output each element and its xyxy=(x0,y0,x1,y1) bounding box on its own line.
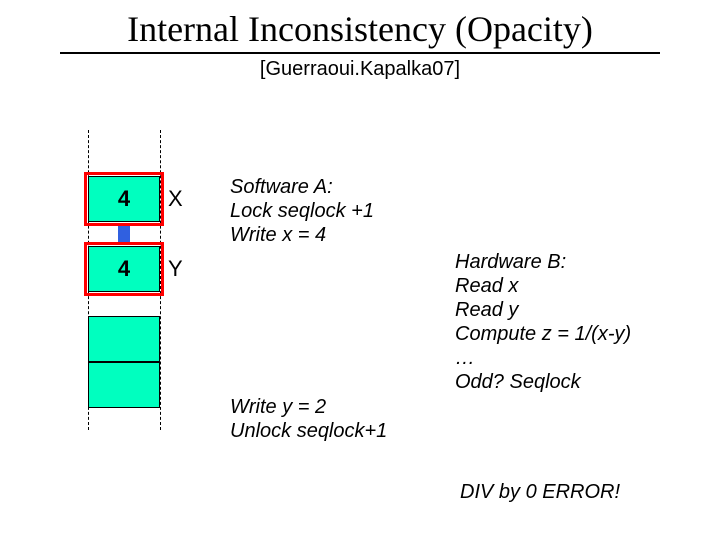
error-text: DIV by 0 ERROR! xyxy=(460,480,620,504)
cell-y-highlight xyxy=(84,242,164,296)
cell-x-highlight xyxy=(84,172,164,226)
cell-below-1 xyxy=(88,316,160,362)
hardware-b-header: Hardware B: xyxy=(455,250,566,274)
cell-x-label: X xyxy=(168,186,198,212)
software-a-top: Lock seqlock +1 Write x = 4 xyxy=(230,199,374,247)
link-x-y xyxy=(118,226,130,242)
software-a-header: Software A: xyxy=(230,175,333,199)
hardware-b-body: Read x Read y Compute z = 1/(x-y) … Odd?… xyxy=(455,274,631,394)
citation: [Guerraoui.Kapalka07] xyxy=(0,58,720,81)
software-a-bottom: Write y = 2 Unlock seqlock+1 xyxy=(230,395,387,443)
memory-column: 4 X 4 Y xyxy=(88,130,160,430)
cell-y-label: Y xyxy=(168,256,198,282)
cell-below-2 xyxy=(88,362,160,408)
slide-title: Internal Inconsistency (Opacity) xyxy=(60,8,660,54)
